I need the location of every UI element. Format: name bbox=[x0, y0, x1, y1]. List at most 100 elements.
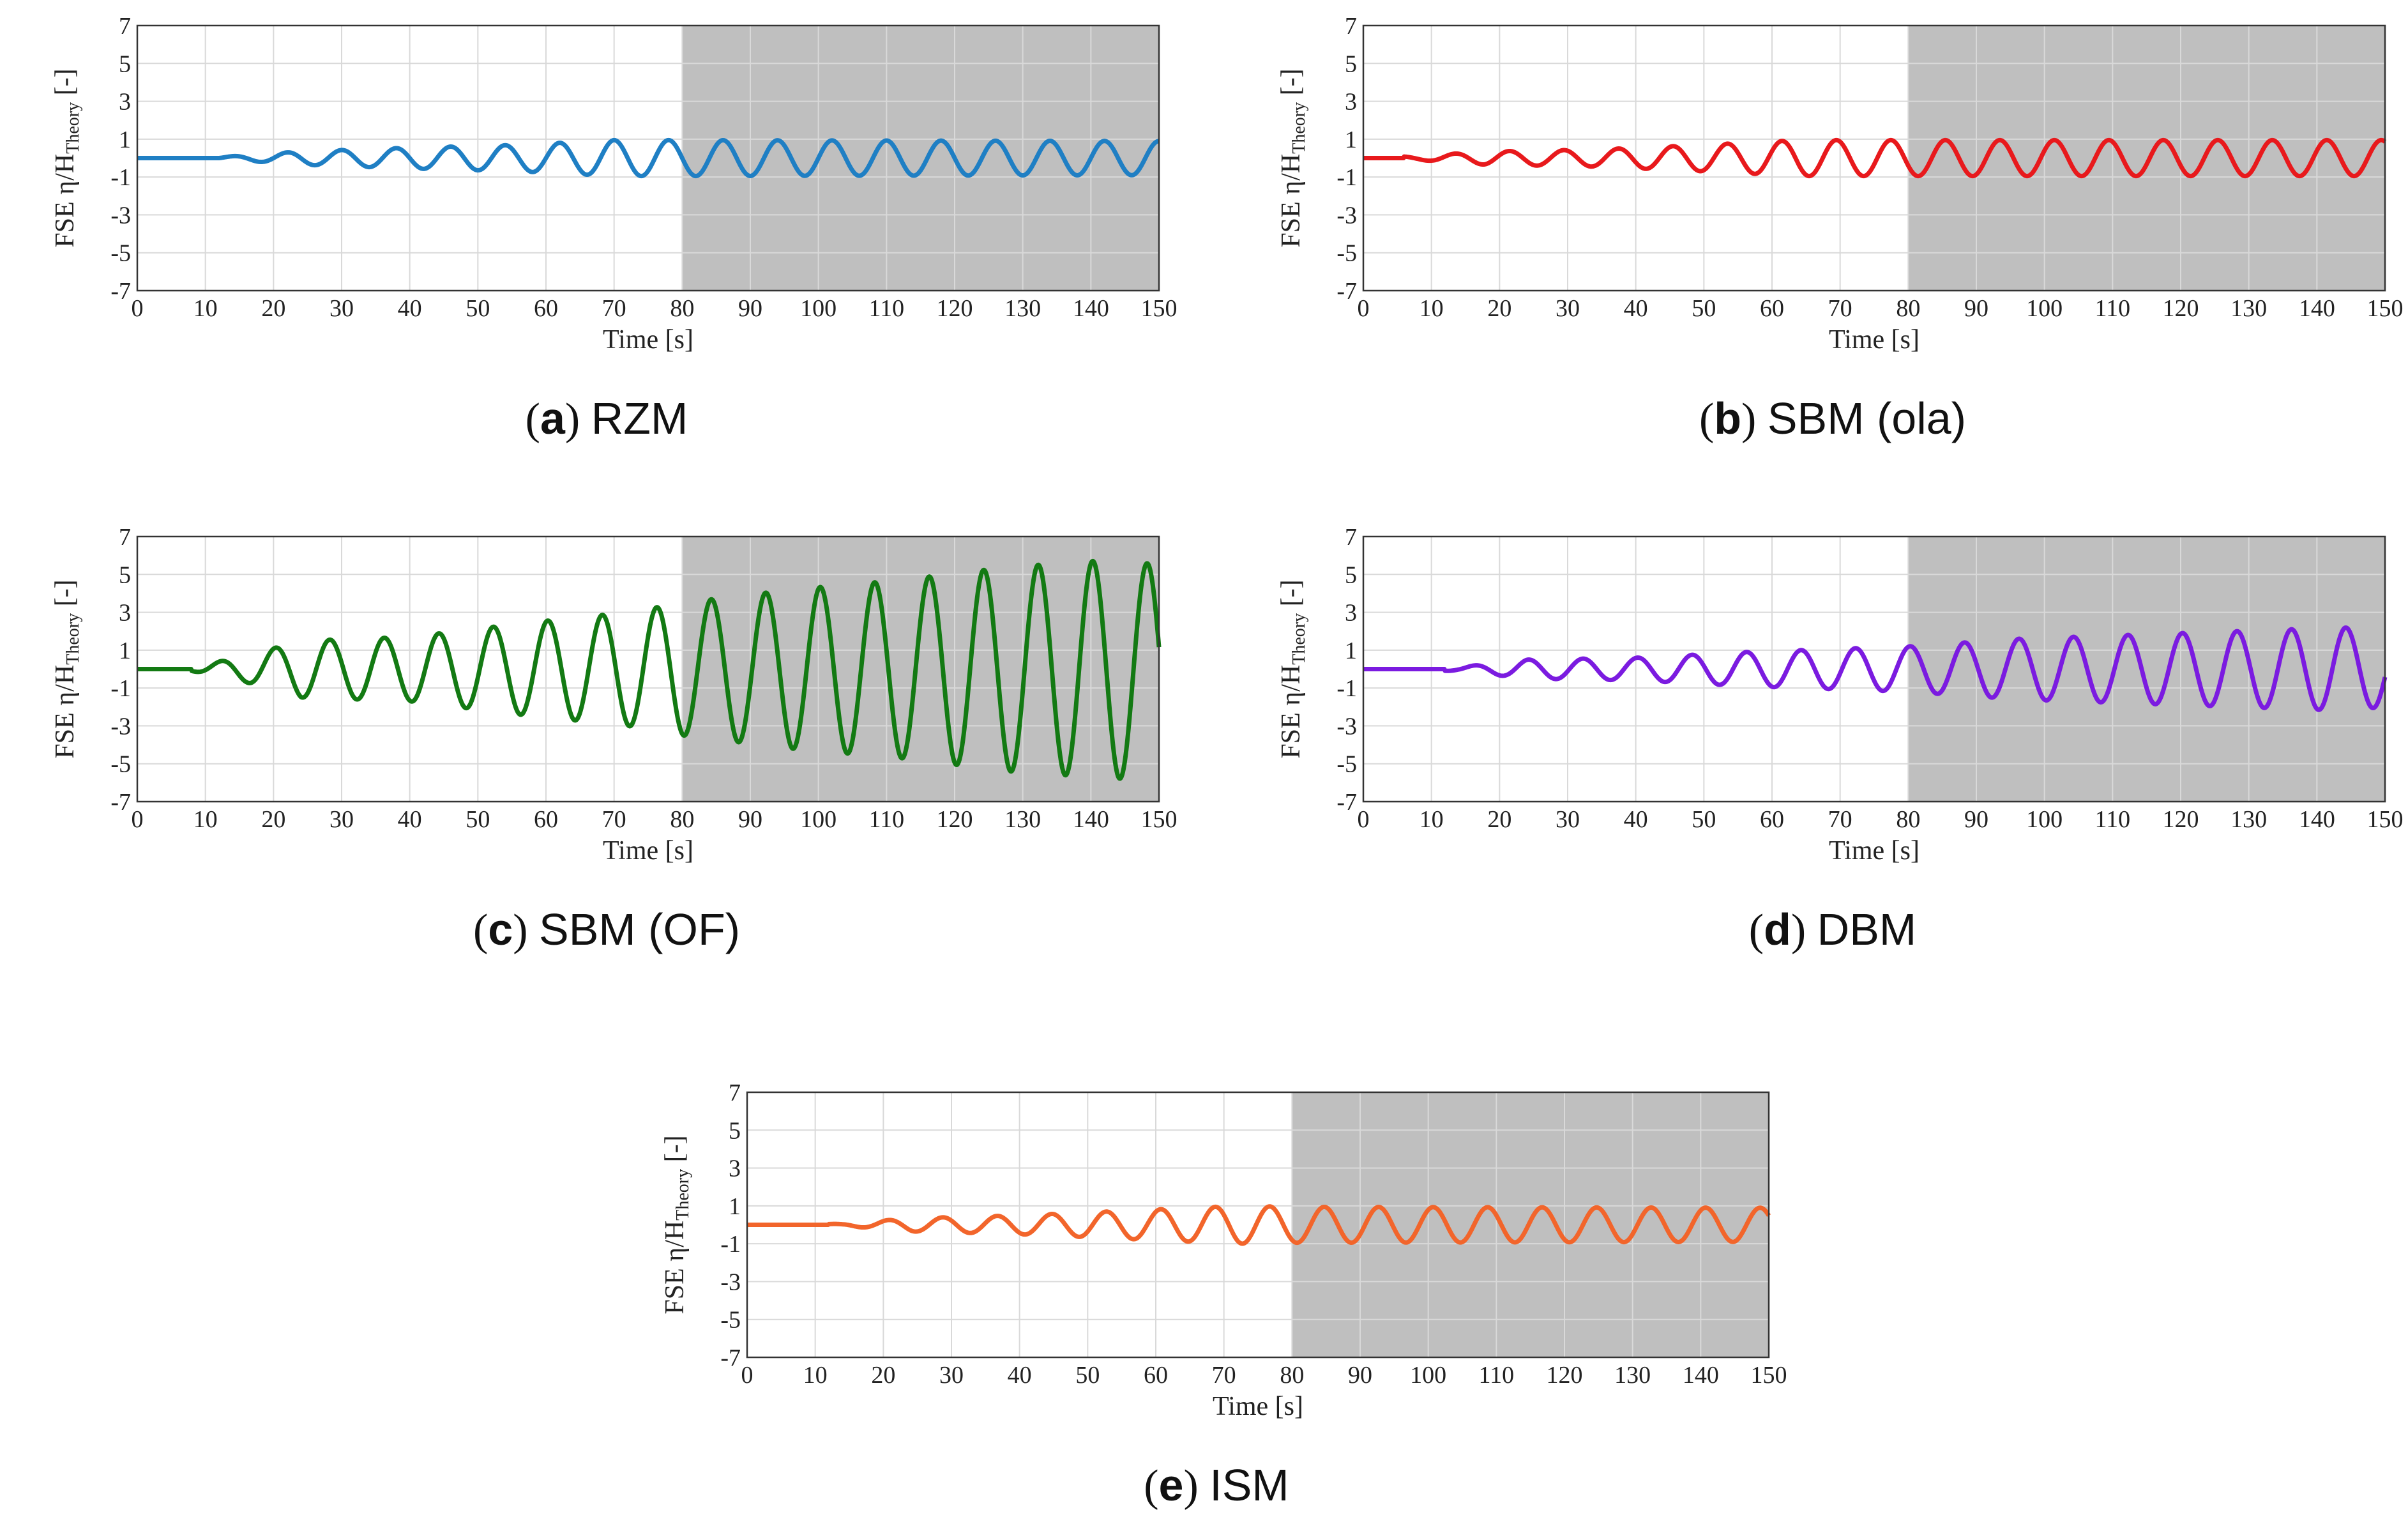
caption-letter: c bbox=[488, 904, 513, 954]
y-axis-label-main: FSE η/H bbox=[660, 1221, 690, 1315]
x-tick-label: 30 bbox=[1556, 295, 1580, 322]
x-tick-label: 10 bbox=[803, 1362, 828, 1389]
shaded-region bbox=[682, 26, 1159, 291]
x-tick-label: 80 bbox=[1896, 806, 1920, 833]
chart-d: 0 10 20 30 40 50 60 70 80 90 100 110 120 130 140 150 7 5 3… bbox=[1276, 524, 2404, 866]
x-tick-label: 150 bbox=[2367, 806, 2404, 833]
x-tick-label: 50 bbox=[1692, 806, 1716, 833]
x-tick-label: 90 bbox=[1348, 1362, 1372, 1389]
x-tick-label: 90 bbox=[738, 295, 762, 322]
x-tick-label: 130 bbox=[2230, 295, 2267, 322]
x-tick-label: 70 bbox=[602, 295, 626, 322]
series-line-e bbox=[745, 1204, 1771, 1246]
x-tick-label: 130 bbox=[2230, 806, 2267, 833]
x-tick-label: 60 bbox=[1144, 1362, 1168, 1389]
y-tick-label: -1 bbox=[1337, 675, 1357, 702]
series-line-d bbox=[1361, 625, 2388, 712]
x-tick-label: 90 bbox=[738, 806, 762, 833]
x-tick-label: 110 bbox=[869, 295, 905, 322]
y-tick-label: -3 bbox=[1337, 713, 1357, 740]
plot-frame bbox=[136, 535, 1160, 803]
panel-b: 0 10 20 30 40 50 60 70 80 90 100 110 120 130 140 150 7 5 3… bbox=[1226, 0, 2408, 447]
y-tick-label: -3 bbox=[1337, 202, 1357, 229]
x-tick-label: 100 bbox=[1410, 1362, 1446, 1389]
y-tick-label: -5 bbox=[110, 751, 131, 778]
y-axis-label: FSE η/HTheory [-] bbox=[1276, 68, 1309, 247]
x-tick-label: 10 bbox=[1420, 295, 1444, 322]
x-tick-label: 50 bbox=[466, 806, 490, 833]
x-tick-label: 120 bbox=[2163, 806, 2199, 833]
caption-title: SBM (OF) bbox=[539, 904, 741, 954]
x-tick-label: 50 bbox=[1692, 295, 1716, 322]
x-tick-label: 50 bbox=[466, 295, 490, 322]
x-tick-label: 100 bbox=[800, 295, 837, 322]
y-axis-label: FSE η/HTheory [-] bbox=[660, 1135, 693, 1314]
y-axis-label-unit: [-] bbox=[1276, 68, 1306, 102]
x-tick-label: 120 bbox=[2163, 295, 2199, 322]
y-axis-label-sub: Theory bbox=[63, 613, 83, 665]
panel-e: 0 10 20 30 40 50 60 70 80 90 100 110 120 130 140 150 7 5 3… bbox=[610, 1067, 1823, 1514]
series-line-b bbox=[1361, 137, 2387, 179]
y-tick-label: 3 bbox=[1345, 89, 1357, 116]
x-tick-label: 30 bbox=[329, 295, 354, 322]
x-tick-label: 60 bbox=[1760, 295, 1784, 322]
y-axis-label-unit: [-] bbox=[50, 68, 80, 102]
y-tick-label: -5 bbox=[720, 1307, 741, 1334]
y-tick-label: 3 bbox=[1345, 600, 1357, 627]
x-tick-label: 150 bbox=[1751, 1362, 1787, 1389]
chart-b: 0 10 20 30 40 50 60 70 80 90 100 110 120 130 140 150 7 5 3… bbox=[1276, 13, 2404, 355]
y-tick-label: 7 bbox=[1345, 13, 1357, 40]
x-tick-label: 120 bbox=[1547, 1362, 1583, 1389]
x-tick-label: 140 bbox=[2299, 295, 2335, 322]
x-tick-label: 30 bbox=[939, 1362, 964, 1389]
caption-title: DBM bbox=[1817, 904, 1917, 954]
x-tick-label: 40 bbox=[398, 295, 422, 322]
x-tick-label: 20 bbox=[1487, 806, 1511, 833]
x-tick-label: 0 bbox=[132, 806, 144, 833]
x-tick-label: 10 bbox=[1420, 806, 1444, 833]
y-axis-label-sub: Theory bbox=[1289, 613, 1309, 665]
x-tick-label: 110 bbox=[2095, 295, 2131, 322]
x-tick-label: 10 bbox=[193, 806, 218, 833]
x-tick-label: 40 bbox=[1624, 806, 1648, 833]
y-tick-label: -3 bbox=[110, 713, 131, 740]
caption-c: (c) SBM (OF) bbox=[473, 904, 741, 955]
caption-e: (e) ISM bbox=[1144, 1460, 1289, 1511]
y-tick-label: -7 bbox=[110, 789, 131, 816]
x-tick-label: 120 bbox=[937, 806, 973, 833]
x-tick-label: 80 bbox=[1280, 1362, 1304, 1389]
x-tick-label: 70 bbox=[602, 806, 626, 833]
x-tick-label: 80 bbox=[670, 295, 694, 322]
y-tick-label: 7 bbox=[119, 524, 131, 551]
y-tick-label: -7 bbox=[1337, 789, 1357, 816]
caption-title: ISM bbox=[1209, 1460, 1289, 1510]
x-tick-label: 20 bbox=[871, 1362, 895, 1389]
x-tick-label: 30 bbox=[329, 806, 354, 833]
caption-letter: a bbox=[540, 393, 565, 443]
y-tick-label: 1 bbox=[1345, 637, 1357, 664]
panel-d: 0 10 20 30 40 50 60 70 80 90 100 110 120 130 140 150 7 5 3… bbox=[1226, 511, 2408, 958]
plot-frame bbox=[1362, 535, 2386, 803]
x-tick-label: 100 bbox=[2026, 295, 2063, 322]
x-tick-label: 0 bbox=[1358, 806, 1370, 833]
x-tick-label: 0 bbox=[132, 295, 144, 322]
x-tick-label: 120 bbox=[937, 295, 973, 322]
y-axis-label-sub: Theory bbox=[63, 102, 83, 154]
x-axis-label: Time [s] bbox=[1829, 836, 1920, 866]
panel-a: 0 10 20 30 40 50 60 70 80 90 100 110 120 130 140 150 7 5 3… bbox=[0, 0, 1213, 447]
x-tick-label: 70 bbox=[1828, 806, 1852, 833]
y-tick-label: 3 bbox=[119, 600, 131, 627]
x-tick-label: 140 bbox=[1073, 806, 1109, 833]
y-axis-label-unit: [-] bbox=[50, 579, 80, 613]
y-tick-label: 7 bbox=[119, 13, 131, 40]
x-tick-label: 70 bbox=[1212, 1362, 1236, 1389]
panel-c: 0 10 20 30 40 50 60 70 80 90 100 110 120 130 140 150 7 5 3… bbox=[0, 511, 1213, 958]
y-axis-label-main: FSE η/H bbox=[50, 154, 80, 248]
caption-letter: e bbox=[1158, 1460, 1184, 1510]
x-tick-label: 90 bbox=[1964, 295, 1988, 322]
x-tick-label: 0 bbox=[741, 1362, 753, 1389]
x-tick-label: 130 bbox=[1614, 1362, 1651, 1389]
y-tick-label: -7 bbox=[110, 278, 131, 305]
x-tick-label: 20 bbox=[261, 806, 285, 833]
caption-letter: b bbox=[1714, 393, 1742, 443]
